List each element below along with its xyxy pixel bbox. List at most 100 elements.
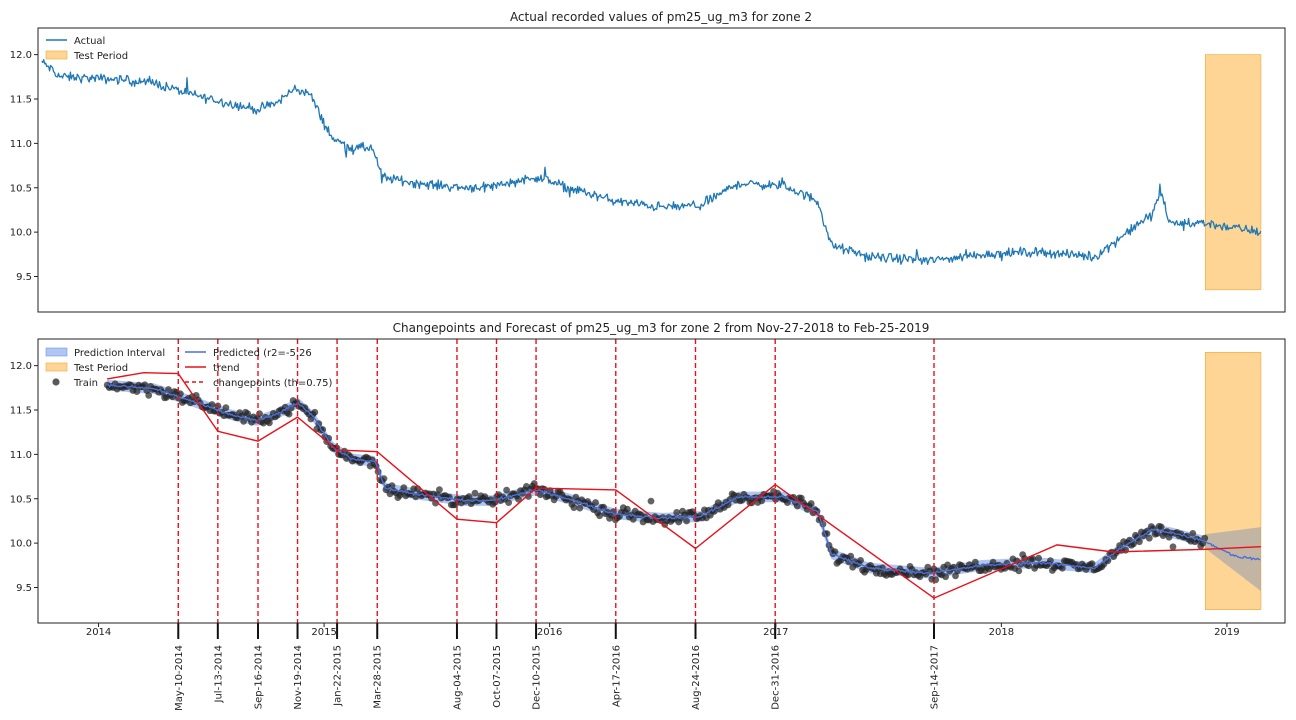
legend-test-period-label-2: Test Period — [73, 363, 128, 374]
year-tick-label: 2014 — [86, 627, 111, 638]
train-point — [683, 517, 690, 525]
train-point — [525, 493, 532, 500]
legend-test-period-swatch-2 — [45, 362, 68, 372]
train-point — [1058, 564, 1066, 572]
forecast-chart-title: Changepoints and Forecast of pm25_ug_m3 … — [393, 321, 930, 335]
train-point — [596, 512, 603, 520]
actual-series-line — [41, 59, 1262, 266]
forecast-ytick-label: 12.0 — [10, 361, 32, 372]
train-point — [952, 572, 959, 580]
changepoint-date-label: Nov-19-2014 — [293, 645, 304, 710]
legend-trend-label: trend — [213, 363, 240, 374]
train-point — [904, 571, 912, 579]
year-tick-label: 2017 — [763, 627, 788, 638]
train-point — [285, 410, 293, 418]
changepoint-date-label: Apr-17-2016 — [611, 645, 622, 707]
changepoint-date-label: Oct-07-2015 — [492, 645, 503, 708]
train-point — [847, 552, 855, 560]
actual-ytick-label: 11.0 — [10, 139, 32, 150]
train-point — [503, 486, 510, 494]
train-point — [570, 504, 578, 511]
forecast-interval-band — [1205, 527, 1261, 591]
year-tick-label: 2015 — [311, 627, 336, 638]
changepoint-date-label: Aug-24-2016 — [691, 645, 702, 710]
train-point — [145, 392, 153, 399]
legend-actual-label: Actual — [74, 36, 105, 47]
train-point — [600, 503, 607, 511]
train-point — [133, 388, 141, 395]
train-point — [758, 497, 766, 505]
train-point — [256, 410, 263, 417]
actual-ytick-label: 10.0 — [10, 228, 32, 239]
legend-test-period-swatch — [45, 50, 68, 60]
year-tick-label: 2018 — [989, 627, 1014, 638]
forecast-panel: Changepoints and Forecast of pm25_ug_m3 … — [10, 321, 1286, 711]
train-point — [592, 499, 599, 506]
forecast-ytick-label: 11.0 — [10, 450, 32, 461]
train-point — [432, 499, 439, 507]
predicted-line — [106, 383, 1261, 575]
train-point — [1157, 523, 1165, 531]
changepoint-date-label: Sep-14-2017 — [930, 645, 941, 709]
train-point — [208, 401, 216, 408]
actual-values-panel: Actual recorded values of pm25_ug_m3 for… — [10, 10, 1286, 313]
legend-test-period-label: Test Period — [73, 51, 128, 62]
actual-ytick-label: 12.0 — [10, 50, 32, 61]
train-point — [1143, 527, 1151, 535]
train-point — [165, 386, 172, 393]
forecast-legend: Prediction Interval Test Period Train Pr… — [45, 347, 332, 389]
train-point — [471, 489, 479, 497]
legend-interval-label: Prediction Interval — [74, 348, 165, 359]
actual-chart-title: Actual recorded values of pm25_ug_m3 for… — [510, 10, 812, 24]
train-point — [1189, 530, 1197, 537]
train-point — [1088, 560, 1096, 568]
legend-interval-swatch — [45, 347, 68, 357]
train-point — [505, 499, 512, 506]
train-point — [629, 515, 637, 523]
changepoint-date-label: Mar-28-2015 — [373, 645, 384, 709]
train-point — [807, 500, 815, 507]
prediction-interval-band — [107, 379, 1205, 579]
legend-predicted-label: Predicted (r2=-5.26 — [213, 348, 312, 359]
train-point — [647, 497, 655, 505]
train-point — [576, 504, 584, 512]
actual-plot-frame — [37, 27, 1286, 313]
forecast-ytick-label: 11.5 — [10, 406, 32, 417]
train-point — [623, 505, 631, 513]
test-period-band — [1204, 54, 1262, 291]
forecast-plot-frame — [37, 338, 1286, 624]
changepoint-date-label: Sep-16-2014 — [253, 645, 264, 709]
train-point — [515, 495, 522, 503]
train-point — [1015, 567, 1023, 575]
train-point — [1029, 555, 1036, 563]
train-point — [793, 502, 801, 510]
actual-legend: Actual Test Period — [45, 36, 128, 62]
train-point — [942, 573, 949, 581]
changepoint-date-label: Dec-10-2015 — [532, 645, 543, 710]
forecast-ytick-label: 10.0 — [10, 539, 32, 550]
year-tick-label: 2016 — [537, 627, 562, 638]
train-point — [1145, 534, 1153, 542]
year-tick-label: 2019 — [1214, 627, 1239, 638]
train-point — [465, 493, 473, 500]
train-point — [311, 408, 319, 416]
train-point — [673, 509, 681, 516]
train-point — [400, 484, 408, 492]
train-point — [240, 418, 248, 425]
changepoint-date-label: May-10-2014 — [174, 645, 185, 711]
forecast-ytick-label: 10.5 — [10, 494, 32, 505]
train-point — [266, 419, 273, 427]
train-point — [436, 486, 443, 493]
changepoint-date-label: Dec-31-2016 — [771, 645, 782, 710]
train-point — [1025, 562, 1033, 570]
train-point — [1035, 554, 1042, 562]
forecast-ytick-label: 9.5 — [16, 583, 32, 594]
actual-ytick-label: 10.5 — [10, 183, 32, 194]
train-point — [1169, 543, 1177, 551]
actual-ytick-label: 11.5 — [10, 95, 32, 106]
changepoint-date-label: Aug-04-2015 — [452, 645, 463, 710]
legend-changepoints-label: changepoints (th=0.75) — [213, 378, 332, 389]
train-point — [141, 381, 149, 389]
actual-ytick-label: 9.5 — [16, 272, 32, 283]
